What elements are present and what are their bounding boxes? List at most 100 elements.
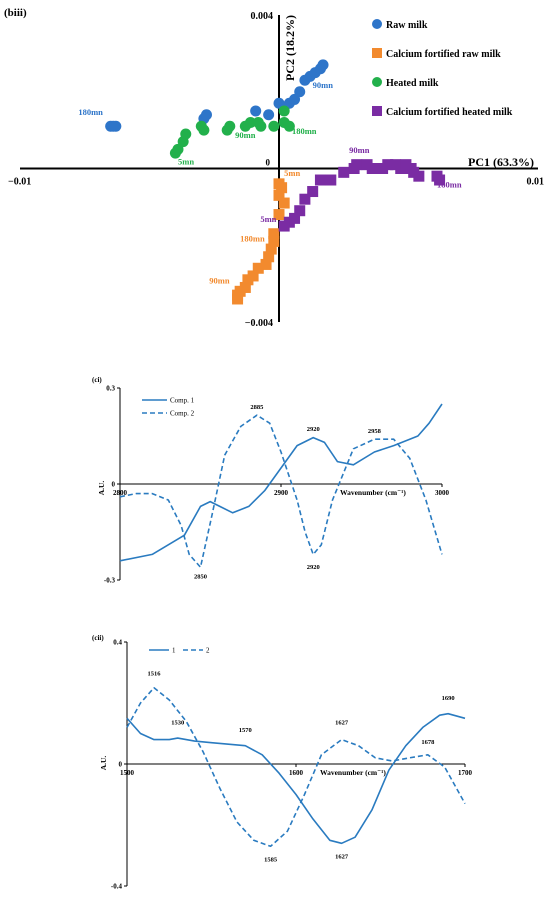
pca-point-heated: [283, 120, 295, 132]
cii-x-tick-label: 1500: [120, 769, 135, 777]
pca-y-tick-label: −0.004: [245, 318, 273, 329]
cii-series-lines: [126, 687, 466, 848]
pca-point-cfheated: [299, 193, 311, 205]
cii-peak-label: 1627: [335, 719, 349, 726]
cii-peak-label: 1627: [335, 854, 349, 861]
panel-label-cii: (cii): [92, 634, 104, 642]
ci-peak-label: 2920: [307, 426, 320, 433]
ci-peak-label: 2958: [368, 428, 382, 435]
pca-time-label-cfheated: 90mn: [349, 145, 370, 155]
pca-point-cfraw: [273, 189, 285, 201]
pca-x-tick-label: −0.01: [8, 177, 31, 188]
cii-x-tick-label: 1700: [458, 769, 473, 777]
pca-point-raw: [250, 105, 262, 117]
cii-legend-label-1: 1: [172, 647, 176, 655]
ci-series-line-1: [119, 403, 443, 562]
pca-point-cfheated: [382, 159, 394, 171]
ci-legend-label-1: Comp. 1: [170, 397, 195, 405]
pca-point-cfheated: [351, 159, 363, 171]
cii-peak-label: 1570: [239, 727, 252, 734]
pca-point-cfheated: [314, 174, 326, 186]
pca-points: [105, 59, 446, 305]
legend-label-heated: Heated milk: [386, 78, 439, 89]
ci-peak-label: 2885: [250, 404, 264, 411]
pca-x-tick-label: 0.01: [527, 177, 545, 188]
pca-y-tick-label: 0.004: [251, 11, 274, 22]
pca-point-cfheated: [366, 163, 378, 174]
cii-series-line-1: [126, 712, 466, 845]
cii-peak-label: 1678: [421, 739, 435, 746]
ci-peak-labels: 2885 2920 2958 2850 2920: [194, 404, 382, 581]
cii-y-tick-label: 0.4: [113, 639, 122, 647]
cii-legend-label-2: 2: [206, 647, 210, 655]
pca-point-raw: [263, 109, 275, 121]
legend-marker-cfraw: [372, 48, 382, 58]
ci-y-tick-label: -0.3: [104, 577, 116, 585]
cii-y-axis-label: A.U.: [99, 756, 108, 771]
cii-x-axis-label: Wavenumber (cm⁻¹): [320, 768, 386, 777]
pca-point-cfraw: [276, 182, 288, 194]
pca-point-heated: [245, 116, 257, 128]
cii-y-tick-label: 0: [119, 761, 123, 769]
legend-marker-heated: [372, 77, 382, 87]
pca-point-cfheated: [338, 166, 350, 178]
cii-peak-label: 1690: [442, 695, 455, 702]
ci-y-tick-label: 0.3: [106, 385, 115, 393]
pca-point-cfraw: [242, 274, 254, 286]
pca-point-cfheated: [307, 186, 319, 198]
pca-time-labels: 180mn 90mn 5mn 180mn 90mn 5mn 90mn 180mn 90mn 5mn…: [78, 80, 462, 286]
pca-point-raw: [317, 59, 329, 71]
pca-point-cfheated: [325, 174, 337, 186]
pca-point-cfraw: [263, 251, 275, 263]
ci-series-lines: [119, 403, 443, 568]
ci-legend-label-2: Comp. 2: [170, 410, 195, 418]
ci-x-tick-label: 2800: [113, 489, 128, 497]
pca-y-axis-label: PC2 (18.2%): [283, 15, 297, 81]
pca-point-cfraw: [265, 243, 277, 255]
pca-point-cfheated: [289, 212, 301, 224]
legend-label-raw: Raw milk: [386, 20, 428, 31]
cii-x-tick-label: 1600: [289, 769, 304, 777]
pca-point-cfheated: [434, 174, 446, 186]
pca-point-cfraw: [268, 235, 280, 247]
cii-series-line-2: [126, 687, 466, 848]
cii-y-tick-label: -0.4: [111, 883, 123, 891]
legend-marker-raw: [372, 19, 382, 29]
pca-point-cfheated: [413, 170, 425, 182]
legend-label-cfraw: Calcium fortified raw milk: [386, 49, 501, 60]
pca-time-label-cfheated: 5mn: [260, 214, 276, 224]
pca-point-heated: [268, 120, 280, 132]
pca-x-axis-label: PC1 (63.3%): [468, 155, 534, 169]
pca-point-cfraw: [278, 197, 290, 209]
ci-series-line-2: [119, 414, 443, 568]
ci-x-tick-label: 2900: [274, 489, 289, 497]
pca-time-label-raw: 180mn: [78, 107, 103, 117]
pca-time-label-raw: 90mn: [313, 80, 334, 90]
pca-origin-label: 0: [266, 158, 271, 168]
cii-peak-label: 1585: [264, 857, 278, 864]
pca-axes: −0.01 0.01 0.004 −0.004 0: [8, 11, 544, 329]
panel-label-biii: (biii): [4, 7, 27, 19]
pca-point-raw: [294, 86, 306, 98]
legend-label-cfheated: Calcium fortified heated milk: [386, 107, 513, 118]
pca-point-heated: [278, 105, 290, 117]
pca-point-heated: [198, 124, 210, 136]
ci-y-axis-label: A.U.: [97, 481, 106, 496]
pca-point-heated: [224, 120, 236, 132]
panel-label-ci: (ci): [92, 376, 102, 384]
pca-time-label-cfraw: 90mn: [209, 276, 230, 286]
pca-time-label-cfraw: 5mn: [284, 168, 300, 178]
cii-axes: 0.4 0 -0.4 1500 1600 1700: [111, 639, 473, 891]
pca-point-heated: [255, 120, 267, 132]
pca-point-heated: [180, 128, 192, 140]
pca-time-label-cfheated: 180mn: [437, 180, 462, 190]
ci-peak-label: 2850: [194, 573, 207, 580]
pca-time-label-cfraw: 180mn: [240, 233, 265, 243]
loadings-plot-cii: (cii) 0.4 0 -0.4 1500 1600 1700 Wavenumber (c…: [92, 634, 473, 891]
cii-peak-label: 1530: [171, 719, 184, 726]
cii-peak-label: 1516: [148, 671, 162, 678]
ci-x-tick-label: 3000: [435, 489, 450, 497]
pca-score-plot: (biii) −0.01 0.01 0.004 −0.004 0 PC1 (63.3%)…: [4, 7, 544, 329]
cii-peak-labels: 1516 1530 1570 1627 1690 1678 1585 1627: [148, 671, 455, 864]
ci-axes: 0.3 0 -0.3 2800 2900 3000: [104, 385, 450, 585]
